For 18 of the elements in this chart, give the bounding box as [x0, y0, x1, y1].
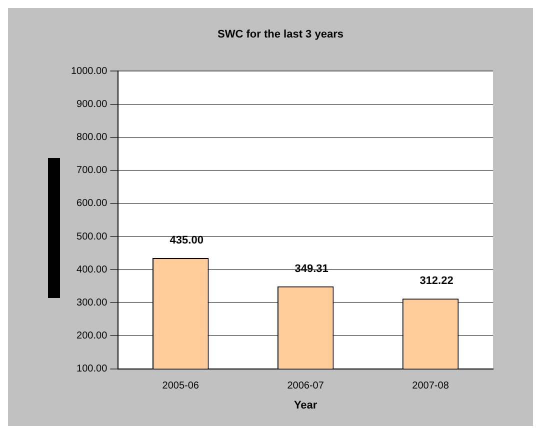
x-tick-label: 2005-06 [162, 380, 200, 392]
data-label: 349.31 [294, 262, 328, 275]
y-tick-label: 900.00 [76, 99, 108, 110]
chart-title: SWC for the last 3 years [218, 28, 344, 41]
y-tick-label: 700.00 [76, 165, 108, 176]
x-tick-label: 2007-08 [412, 380, 450, 392]
y-tick-label: 100.00 [76, 364, 108, 375]
y-tick-label: 1000.00 [70, 66, 108, 77]
y-tick-label: 600.00 [76, 198, 108, 210]
y-tick-label: 200.00 [76, 330, 108, 342]
y-tick-label: 400.00 [76, 264, 108, 276]
x-axis-title: Year [294, 399, 318, 412]
x-tick-label: 2006-07 [287, 380, 324, 392]
y-tick-label: 500.00 [76, 231, 108, 242]
data-label: 435.00 [170, 234, 204, 247]
y-tick-label: 300.00 [76, 297, 108, 308]
data-label: 312.22 [420, 275, 454, 288]
y-tick-label: 800.00 [76, 132, 108, 144]
